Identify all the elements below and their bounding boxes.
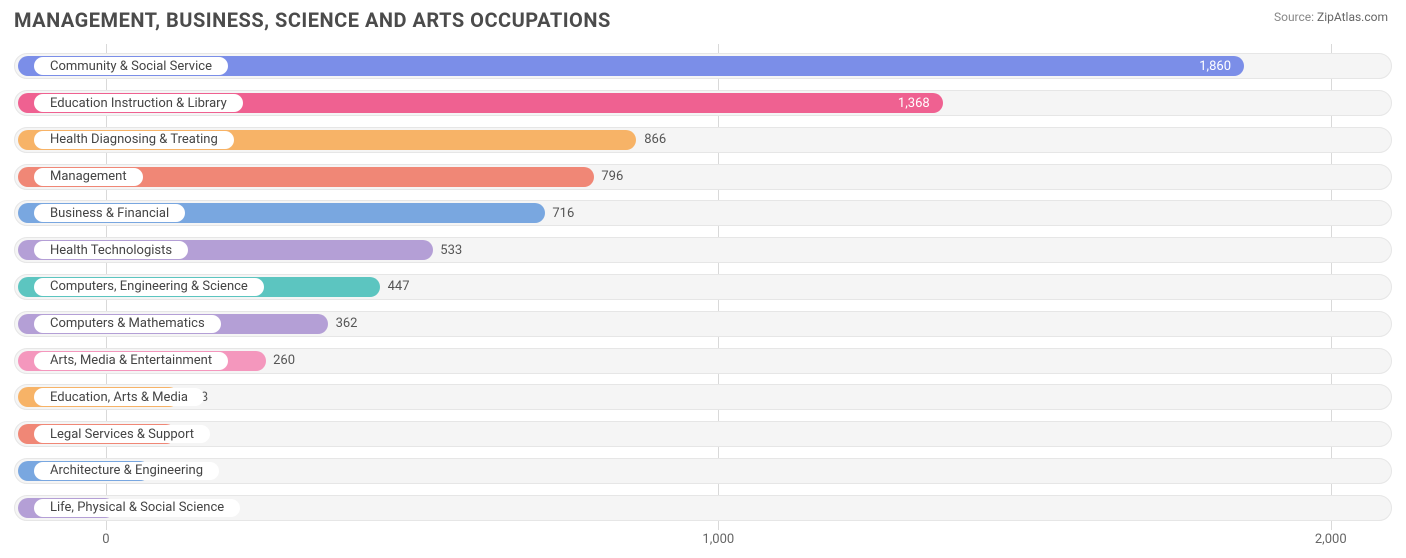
- bar-category-label: Education Instruction & Library: [34, 94, 243, 112]
- bar-category-label: Computers & Mathematics: [34, 315, 221, 333]
- bar-row: Life, Physical & Social Science14: [14, 495, 1392, 521]
- bar-category-label: Legal Services & Support: [34, 425, 210, 443]
- bar-track: [14, 311, 1392, 337]
- bar-value-label: 533: [440, 237, 462, 263]
- chart-area: Community & Social Service 1,860 Education…: [14, 44, 1392, 530]
- source-attribution: Source: ZipAtlas.com: [1274, 10, 1388, 24]
- bar-category-label: Management: [34, 168, 143, 186]
- bar-row: Health Technologists 533: [14, 237, 1392, 263]
- bar-track: [14, 237, 1392, 263]
- bar-value-label: 1,368: [898, 90, 930, 116]
- bar-value-label: 260: [273, 348, 295, 374]
- bar-category-label: Architecture & Engineering: [34, 462, 219, 480]
- bar-value-label: 362: [336, 311, 358, 337]
- bar-row: Education Instruction & Library 1,368: [14, 90, 1392, 116]
- bar-track: [14, 384, 1392, 410]
- x-axis-tick-label: 0: [102, 532, 109, 547]
- bar-value-label: 866: [644, 127, 666, 153]
- bar-row: Computers & Mathematics 362: [14, 311, 1392, 337]
- bar-category-label: Community & Social Service: [34, 57, 228, 75]
- bar-row: Business & Financial 716: [14, 200, 1392, 226]
- bar-value-label: 447: [388, 274, 410, 300]
- bar-category-label: Health Technologists: [34, 241, 188, 259]
- bar-category-label: Arts, Media & Entertainment: [34, 352, 228, 370]
- bar-track: [14, 458, 1392, 484]
- bar-row: Arts, Media & Entertainment 260: [14, 348, 1392, 374]
- bar-category-label: Health Diagnosing & Treating: [34, 131, 234, 149]
- bar-track: [14, 200, 1392, 226]
- bar-category-label: Business & Financial: [34, 204, 185, 222]
- bar-row: Legal Services & Support114: [14, 421, 1392, 447]
- bar-row: Community & Social Service 1,860: [14, 53, 1392, 79]
- bar-value-label: 796: [601, 164, 623, 190]
- x-axis-labels: 0 1,000 2,000: [14, 532, 1392, 552]
- bar-row: Health Diagnosing & Treating 866: [14, 127, 1392, 153]
- bar-category-label: Life, Physical & Social Science: [34, 499, 240, 517]
- bar-row: Management 796: [14, 164, 1392, 190]
- x-axis-tick-label: 1,000: [702, 532, 734, 547]
- bar-track: [14, 164, 1392, 190]
- x-axis-tick-label: 2,000: [1315, 532, 1347, 547]
- bar-category-label: Education, Arts & Media: [34, 388, 204, 406]
- bar-value-label: 716: [552, 200, 574, 226]
- chart-title: MANAGEMENT, BUSINESS, SCIENCE AND ARTS O…: [14, 8, 611, 32]
- bar-value-label: 1,860: [1199, 53, 1231, 79]
- source-value: ZipAtlas.com: [1317, 10, 1388, 24]
- bar-category-label: Computers, Engineering & Science: [34, 278, 264, 296]
- source-label: Source:: [1274, 10, 1314, 24]
- bar-row: Architecture & Engineering71: [14, 458, 1392, 484]
- bar-row: Education, Arts & Media118: [14, 384, 1392, 410]
- bar-track: [14, 421, 1392, 447]
- bars-container: Community & Social Service 1,860 Education…: [14, 44, 1392, 530]
- bar-row: Computers, Engineering & Science 447: [14, 274, 1392, 300]
